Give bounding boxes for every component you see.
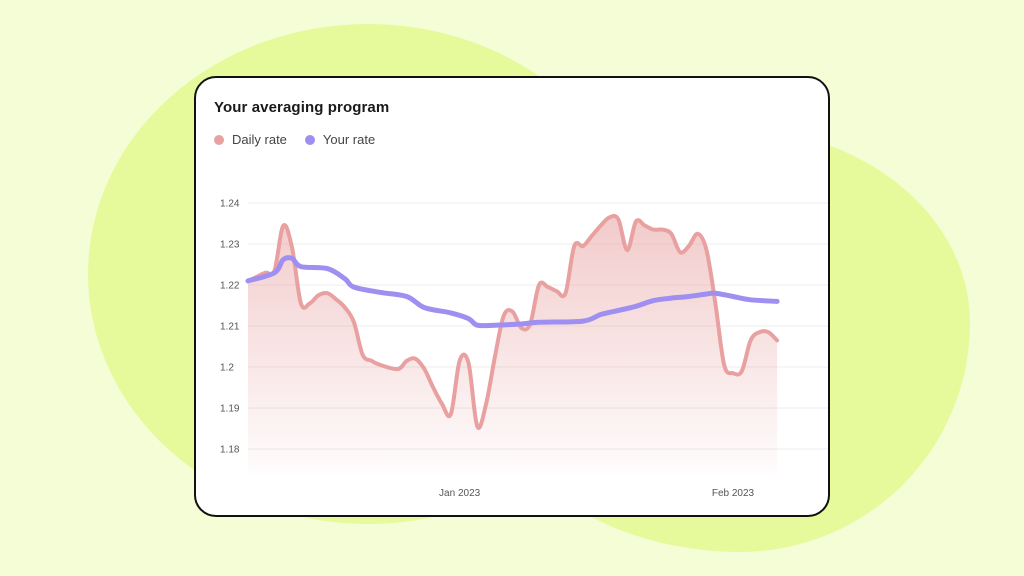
legend-item-your-rate[interactable]: Your rate xyxy=(304,132,376,147)
legend-label-your-rate: Your rate xyxy=(322,132,376,147)
legend-item-daily-rate[interactable]: Daily rate xyxy=(214,132,287,147)
legend-dot-your-rate xyxy=(304,134,315,145)
line-chart: 1.24 1.23 1.22 1.21 1.2 1.19 1.18 Jan 2023 Feb 2… xyxy=(220,199,828,499)
series-line-your-rate[interactable] xyxy=(245,255,780,329)
x-tick-label: Feb 2023 xyxy=(712,488,755,499)
y-tick-label: 1.21 xyxy=(220,322,240,333)
chart-title: Your averaging program xyxy=(214,99,390,116)
legend-label-daily-rate: Daily rate xyxy=(232,132,287,147)
y-tick-label: 1.24 xyxy=(220,199,240,210)
y-tick-label: 1.18 xyxy=(220,445,240,456)
series-area-daily-rate xyxy=(248,215,778,473)
chart-card: 1.24 1.23 1.22 1.21 1.2 1.19 1.18 Jan 2023 Feb 2… xyxy=(194,76,830,517)
y-tick-label: 1.22 xyxy=(220,281,240,292)
legend-dot-daily-rate xyxy=(214,134,224,145)
series-line-daily-rate[interactable] xyxy=(246,213,780,430)
y-tick-label: 1.2 xyxy=(220,363,234,374)
y-tick-label: 1.19 xyxy=(220,404,240,415)
x-tick-label: Jan 2023 xyxy=(439,488,481,499)
y-tick-label: 1.23 xyxy=(220,240,240,251)
chart-legend: Daily rate Your rate xyxy=(214,132,393,147)
